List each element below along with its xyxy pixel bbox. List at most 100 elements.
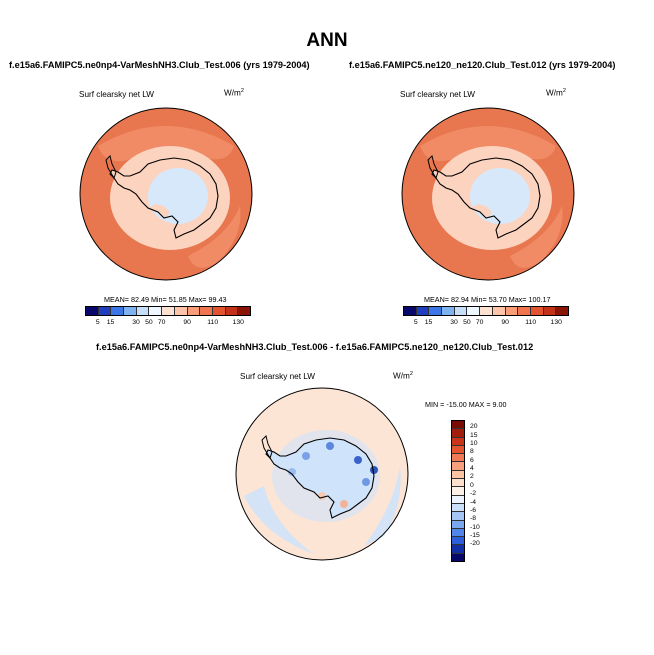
diff-colorbar-swatch-10 <box>452 495 464 504</box>
diff-anomaly-spot-7 <box>302 452 310 460</box>
panel2-stats: MEAN= 82.94 Min= 53.70 Max= 100.17 <box>424 295 551 304</box>
panel1-colorbar-swatch-4 <box>124 307 137 315</box>
panel2-colorbar-tick-label: 70 <box>475 319 484 326</box>
diff-colorbar-tick-label: -4 <box>470 498 477 506</box>
diff-anomaly-spot-8 <box>370 466 378 474</box>
diff-colorbar-swatch-1 <box>452 421 464 430</box>
panel1-colorbar-swatch-5 <box>136 307 150 315</box>
panel2-colorbar-swatch-4 <box>442 307 455 315</box>
panel2-colorbar-swatch-3 <box>429 307 443 315</box>
panel1-colorbar-swatch-6 <box>149 307 163 315</box>
panel1-stats: MEAN= 82.49 Min= 51.85 Max= 99.43 <box>104 295 227 304</box>
panel2-colorbar-swatch-2 <box>416 307 430 315</box>
panel1-colorbar-swatch-12 <box>225 307 239 315</box>
panel1-colorbar-swatch-8 <box>174 307 188 315</box>
diff-anomaly-spot-2 <box>354 456 362 464</box>
diff-coastline <box>265 437 375 519</box>
panel1-map-border <box>79 107 253 281</box>
panel2-map-border <box>401 107 575 281</box>
diff-peninsula-coast <box>261 435 273 460</box>
panel1-colorbar-swatch-10 <box>200 307 213 315</box>
diff-stats: MIN = -15.00 MAX = 9.00 <box>425 400 507 409</box>
panel2-colorbar-ticks: 5 15 30 50 70 90 110 130 <box>403 319 569 329</box>
diff-colorbar-tick-label: 6 <box>470 456 474 464</box>
panel1-plateau-field <box>148 168 208 224</box>
panel2-colorbar-swatch-11 <box>530 307 544 315</box>
diff-colorbar-tick-label: 15 <box>470 431 478 439</box>
diff-colorbar-tick-label: -6 <box>470 506 477 514</box>
diff-units-base: W/m <box>393 371 410 381</box>
panel1-colorbar-swatch-9 <box>187 307 201 315</box>
panel1-band-east <box>188 206 241 268</box>
panel1-polar-map <box>79 107 253 281</box>
panel2-colorbar-tick-label: 50 <box>463 319 471 326</box>
panel1-colorbar-tick-label: 5 <box>95 319 100 326</box>
panel1-ross-ice-field <box>148 204 170 218</box>
panel1-colorbar-tick-label: 15 <box>106 319 115 326</box>
panel1-colorbar-swatch-3 <box>111 307 125 315</box>
panel1-colorbar-swatch-11 <box>212 307 226 315</box>
panel2-case-title: f.e15a6.FAMIPC5.ne120_ne120.Club_Test.01… <box>349 60 616 70</box>
diff-anomaly-spot-5 <box>340 500 348 508</box>
panel2-colorbar-swatch-6 <box>467 307 481 315</box>
diff-colorbar <box>451 420 465 562</box>
panel2-colorbar-tick-label: 130 <box>550 319 562 326</box>
diff-colorbar-swatch-5 <box>452 454 464 463</box>
diff-case-title: f.e15a6.FAMIPC5.ne0np4-VarMeshNH3.Club_T… <box>96 342 534 352</box>
panel2-colorbar-swatch-10 <box>518 307 531 315</box>
diff-units-sup: 2 <box>409 371 413 377</box>
panel1-colorbar-tick-label: 70 <box>157 319 166 326</box>
diff-colorbar-swatch-14 <box>452 528 464 538</box>
panel1-units-base: W/m <box>224 88 241 98</box>
panel1-peninsula-coast <box>105 155 117 180</box>
diff-colorbar-tick-label: -8 <box>470 515 477 523</box>
diff-colorbar-swatch-7 <box>452 470 464 480</box>
diff-anomaly-spot-4 <box>288 468 296 476</box>
panel2-field-label: Surf clearsky net LW <box>400 90 475 99</box>
panel1-colorbar-tick-label: 50 <box>145 319 153 326</box>
diff-colorbar-tick-label: 2 <box>470 473 474 481</box>
diff-map-border <box>235 387 409 561</box>
panel1-colorbar <box>85 306 251 316</box>
diff-blue-band-west <box>244 486 314 554</box>
panel1-colorbar-swatch-7 <box>162 307 175 315</box>
diff-colorbar-swatch-13 <box>452 520 464 529</box>
panel1-field-label: Surf clearsky net LW <box>79 90 154 99</box>
panel2-band-north <box>420 126 556 162</box>
diff-colorbar-swatch-2 <box>452 429 464 438</box>
panel2-units-sup: 2 <box>562 88 566 94</box>
panel1-units: W/m2 <box>224 88 244 98</box>
panel2-colorbar-swatch-13 <box>556 307 568 315</box>
diff-colorbar-swatch-4 <box>452 445 464 455</box>
diff-colorbar-tick-label: -2 <box>470 490 477 498</box>
panel2-colorbar-tick-label: 110 <box>525 319 537 326</box>
diff-colorbar-tick-label: -15 <box>470 531 480 539</box>
panel1-coastline <box>109 157 219 239</box>
panel2-peninsula-coast <box>427 155 439 180</box>
diff-colorbar-tick-label: 20 <box>470 423 478 431</box>
diff-colorbar-tick-label: 4 <box>470 465 474 473</box>
panel2-colorbar <box>403 306 569 316</box>
panel2-colorbar-tick-label: 30 <box>450 319 458 326</box>
diff-colorbar-swatch-16 <box>452 545 464 554</box>
diff-continent-fill <box>266 438 374 518</box>
diff-colorbar-swatch-17 <box>452 553 464 562</box>
diff-colorbar-swatch-15 <box>452 537 464 546</box>
panel1-colorbar-tick-label: 90 <box>183 319 191 326</box>
panel2-coastline <box>431 157 541 239</box>
panel2-ross-ice-field <box>470 204 492 218</box>
panel1-colorbar-ticks: 5 15 30 50 70 90 110 130 <box>85 319 251 329</box>
diff-colorbar-swatch-9 <box>452 487 464 496</box>
panel1-case-title: f.e15a6.FAMIPC5.ne0np4-VarMeshNH3.Club_T… <box>9 60 310 70</box>
panel2-colorbar-swatch-12 <box>543 307 557 315</box>
panel1-colorbar-swatch-13 <box>238 307 250 315</box>
diff-colorbar-tick-label: 0 <box>470 481 474 489</box>
panel1-colorbar-tick-label: 30 <box>132 319 140 326</box>
diff-colorbar-swatch-3 <box>452 437 464 446</box>
panel1-colorbar-swatch-1 <box>86 307 99 315</box>
panel2-band-east <box>510 206 563 268</box>
diff-colorbar-swatch-12 <box>452 512 464 521</box>
diff-colorbar-tick-label: 8 <box>470 448 474 456</box>
diff-colorbar-tick-label: 10 <box>470 440 478 448</box>
panel2-units-base: W/m <box>546 88 563 98</box>
